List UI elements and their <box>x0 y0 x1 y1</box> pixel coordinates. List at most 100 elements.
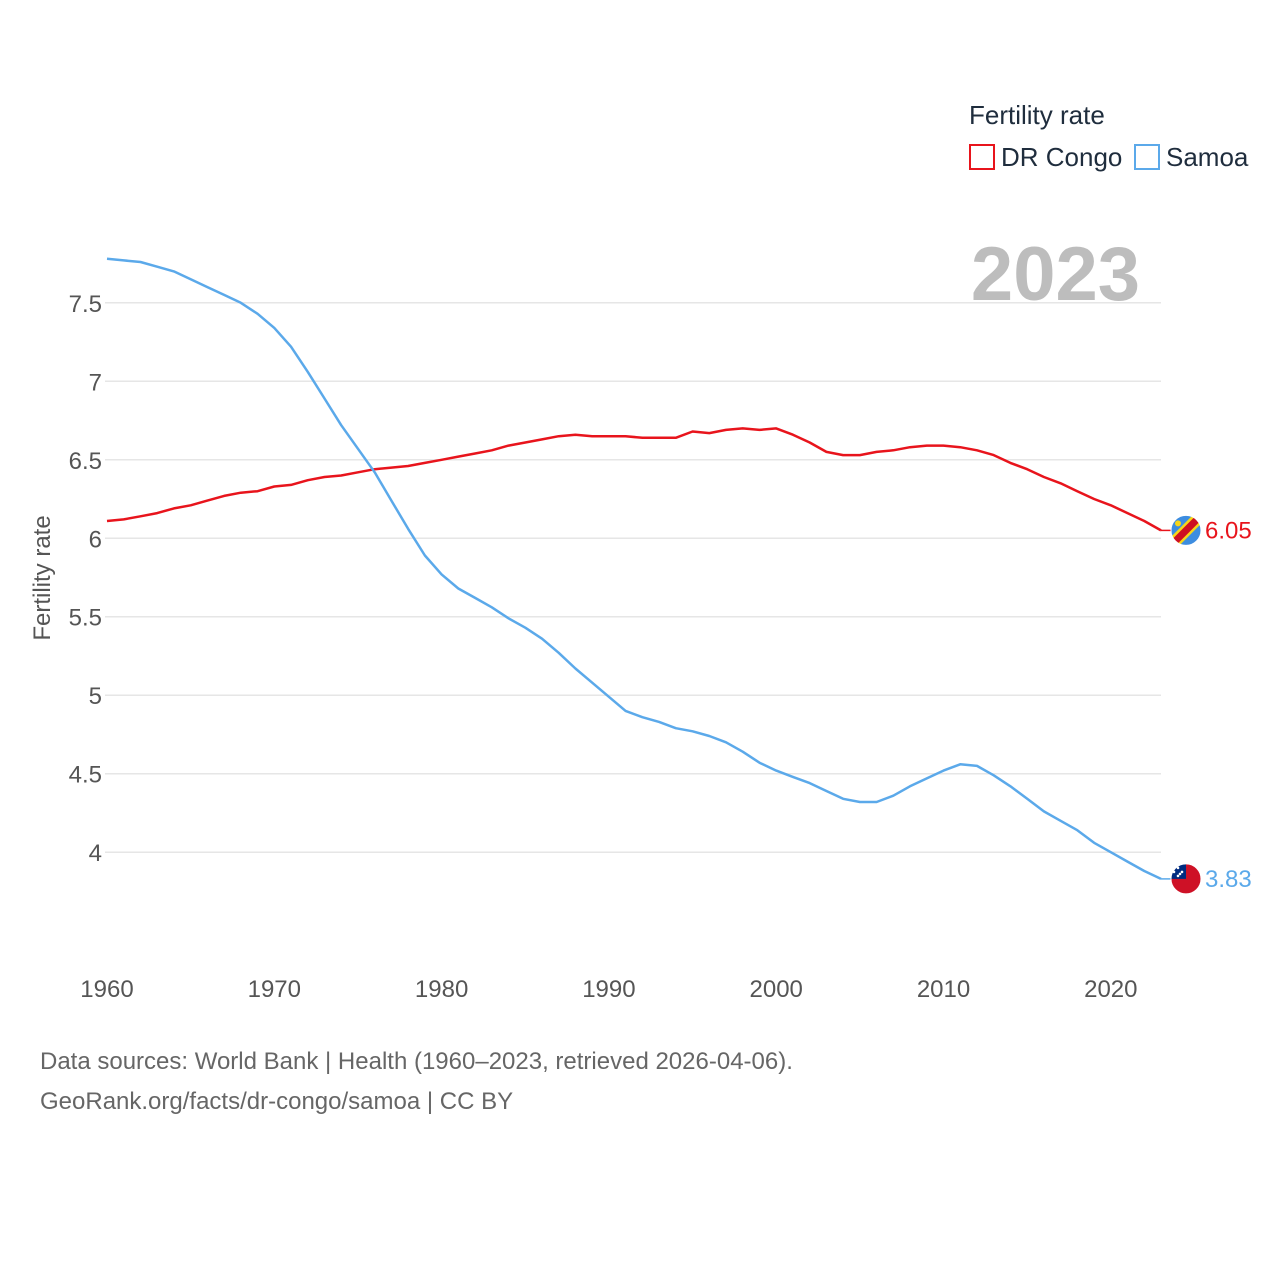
dr-congo-point[interactable] <box>471 449 479 457</box>
dr-congo-point[interactable] <box>672 434 680 442</box>
dr-congo-point[interactable] <box>555 432 563 440</box>
dr-congo-point[interactable] <box>538 435 546 443</box>
samoa-point[interactable] <box>689 727 697 735</box>
dr-congo-point[interactable] <box>1040 473 1048 481</box>
dr-congo-point[interactable] <box>856 451 864 459</box>
samoa-point[interactable] <box>505 614 513 622</box>
samoa-point[interactable] <box>638 713 646 721</box>
samoa-point[interactable] <box>1124 858 1132 866</box>
dr-congo-point[interactable] <box>337 471 345 479</box>
dr-congo-point[interactable] <box>354 468 362 476</box>
samoa-point[interactable] <box>672 724 680 732</box>
samoa-point[interactable] <box>254 310 262 318</box>
samoa-point[interactable] <box>1040 807 1048 815</box>
samoa-point[interactable] <box>839 795 847 803</box>
dr-congo-point[interactable] <box>906 443 914 451</box>
samoa-point[interactable] <box>956 760 964 768</box>
samoa-point[interactable] <box>655 718 663 726</box>
samoa-point[interactable] <box>755 759 763 767</box>
samoa-point[interactable] <box>220 291 228 299</box>
samoa-point[interactable] <box>822 787 830 795</box>
samoa-point[interactable] <box>739 748 747 756</box>
dr-congo-point[interactable] <box>588 432 596 440</box>
samoa-point[interactable] <box>940 767 948 775</box>
samoa-point[interactable] <box>889 792 897 800</box>
dr-congo-point[interactable] <box>153 509 161 517</box>
dr-congo-point[interactable] <box>120 515 128 523</box>
samoa-point[interactable] <box>387 497 395 505</box>
samoa-point[interactable] <box>270 324 278 332</box>
legend-item-samoa[interactable]: Samoa <box>1134 142 1249 172</box>
dr-congo-point[interactable] <box>822 448 830 456</box>
dr-congo-point[interactable] <box>404 462 412 470</box>
dr-congo-point[interactable] <box>705 429 713 437</box>
samoa-point[interactable] <box>856 798 864 806</box>
samoa-point[interactable] <box>438 570 446 578</box>
dr-congo-point[interactable] <box>136 512 144 520</box>
dr-congo-point[interactable] <box>806 439 814 447</box>
dr-congo-point[interactable] <box>655 434 663 442</box>
dr-congo-point[interactable] <box>103 517 111 525</box>
dr-congo-point[interactable] <box>638 434 646 442</box>
dr-congo-point[interactable] <box>1006 459 1014 467</box>
samoa-point[interactable] <box>571 665 579 673</box>
samoa-point[interactable] <box>304 368 312 376</box>
samoa-point[interactable] <box>789 773 797 781</box>
samoa-point[interactable] <box>488 603 496 611</box>
dr-congo-point[interactable] <box>270 482 278 490</box>
dr-congo-point[interactable] <box>956 443 964 451</box>
legend-item-dr-congo[interactable]: DR Congo <box>969 142 1122 172</box>
dr-congo-point[interactable] <box>254 487 262 495</box>
samoa-point[interactable] <box>454 584 462 592</box>
dr-congo-point[interactable] <box>940 442 948 450</box>
samoa-point[interactable] <box>923 774 931 782</box>
dr-congo-point[interactable] <box>622 432 630 440</box>
samoa-point[interactable] <box>320 395 328 403</box>
samoa-point[interactable] <box>1090 839 1098 847</box>
samoa-point[interactable] <box>136 258 144 266</box>
dr-congo-point[interactable] <box>873 448 881 456</box>
dr-congo-point[interactable] <box>772 424 780 432</box>
samoa-point[interactable] <box>404 525 412 533</box>
dr-congo-point[interactable] <box>438 456 446 464</box>
samoa-point[interactable] <box>203 283 211 291</box>
samoa-point[interactable] <box>705 732 713 740</box>
samoa-point[interactable] <box>237 299 245 307</box>
samoa-point[interactable] <box>170 267 178 275</box>
dr-congo-point[interactable] <box>287 481 295 489</box>
dr-congo-point[interactable] <box>1107 501 1115 509</box>
dr-congo-point[interactable] <box>170 504 178 512</box>
dr-congo-point[interactable] <box>521 439 529 447</box>
samoa-point[interactable] <box>421 552 429 560</box>
dr-congo-point[interactable] <box>789 431 797 439</box>
samoa-point[interactable] <box>1006 782 1014 790</box>
dr-congo-point[interactable] <box>689 428 697 436</box>
dr-congo-point[interactable] <box>387 464 395 472</box>
dr-congo-point[interactable] <box>889 446 897 454</box>
samoa-point[interactable] <box>103 255 111 263</box>
samoa-line[interactable] <box>106 257 1162 881</box>
dr-congo-point[interactable] <box>1140 517 1148 525</box>
dr-congo-point[interactable] <box>203 497 211 505</box>
samoa-point[interactable] <box>521 624 529 632</box>
dr-congo-point[interactable] <box>421 459 429 467</box>
dr-congo-point[interactable] <box>839 451 847 459</box>
dr-congo-point[interactable] <box>454 453 462 461</box>
dr-congo-point[interactable] <box>220 492 228 500</box>
dr-congo-line[interactable] <box>106 427 1162 532</box>
samoa-point[interactable] <box>605 693 613 701</box>
dr-congo-point[interactable] <box>973 446 981 454</box>
samoa-point[interactable] <box>187 275 195 283</box>
samoa-point[interactable] <box>1023 795 1031 803</box>
samoa-point[interactable] <box>337 421 345 429</box>
samoa-point[interactable] <box>1057 817 1065 825</box>
samoa-point[interactable] <box>1107 848 1115 856</box>
samoa-point[interactable] <box>588 679 596 687</box>
dr-congo-point[interactable] <box>187 501 195 509</box>
samoa-point[interactable] <box>538 635 546 643</box>
samoa-point[interactable] <box>354 445 362 453</box>
samoa-point[interactable] <box>153 263 161 271</box>
dr-congo-point[interactable] <box>923 442 931 450</box>
dr-congo-point[interactable] <box>505 442 513 450</box>
samoa-point[interactable] <box>1140 867 1148 875</box>
